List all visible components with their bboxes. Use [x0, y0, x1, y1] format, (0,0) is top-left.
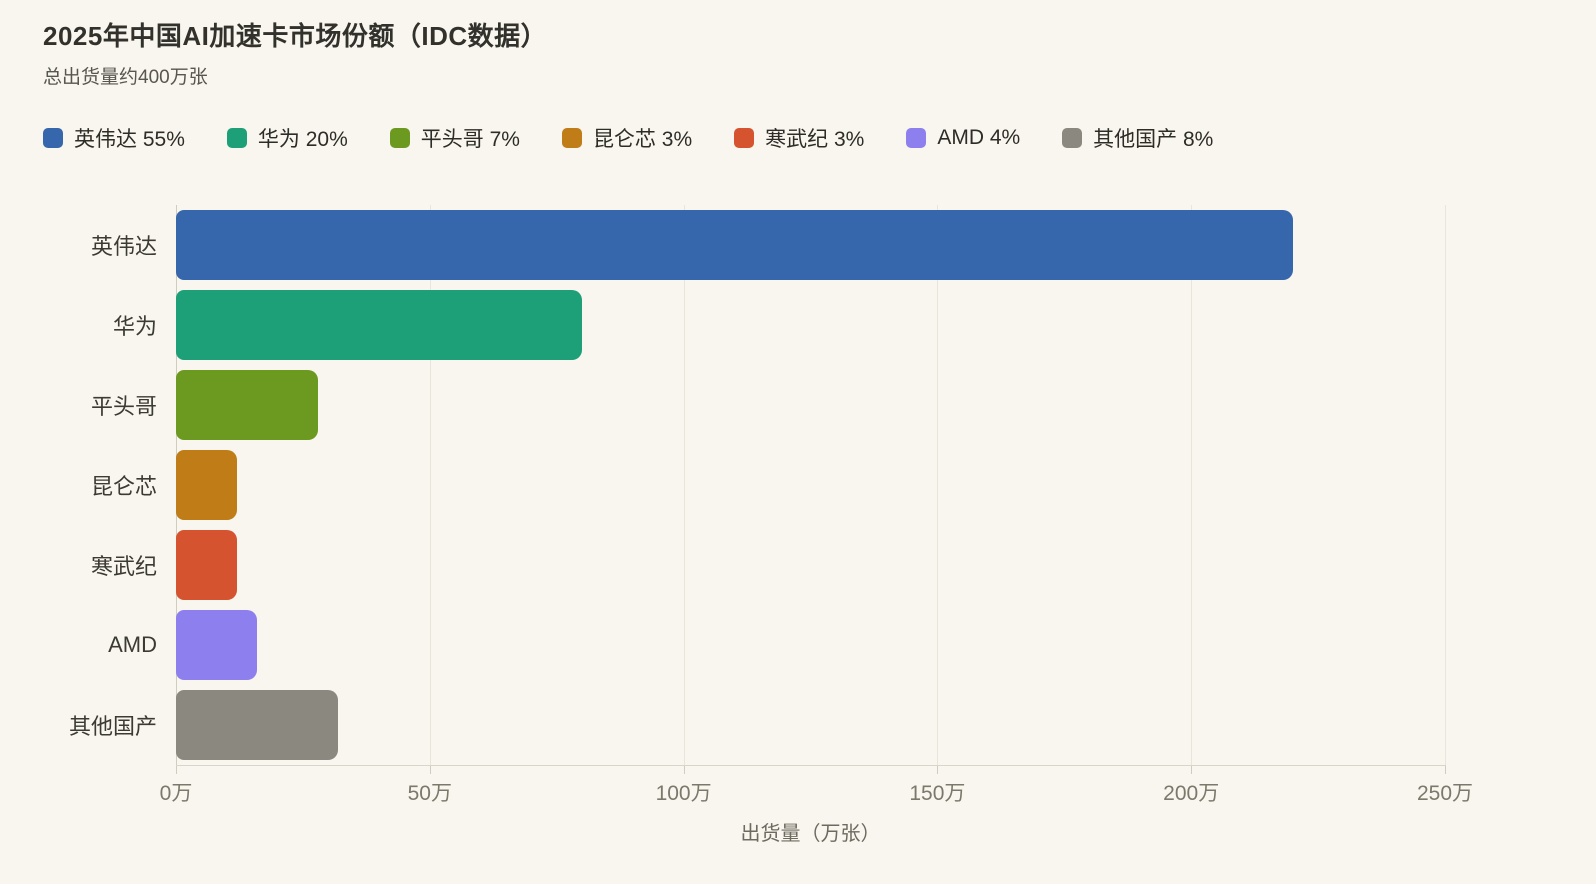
bar-track	[176, 210, 1445, 280]
chart-subtitle: 总出货量约400万张	[43, 67, 208, 88]
bar-track	[176, 450, 1445, 520]
bar-track	[176, 530, 1445, 600]
y-axis-label: 寒武纪	[90, 554, 157, 579]
gridline-150	[937, 205, 939, 765]
bar-other-domestic[interactable]	[176, 690, 339, 760]
legend-item-amd[interactable]: AMD 4%	[906, 126, 1020, 150]
legend-label: 寒武纪 3%	[765, 128, 865, 151]
bar-amd[interactable]	[176, 610, 258, 680]
legend-swatch-icon	[734, 128, 755, 148]
bar-row-other-domestic: 其他国产	[43, 685, 1445, 765]
x-axis-line	[176, 765, 1446, 766]
bar-track	[176, 290, 1445, 360]
legend-label: 平头哥 7%	[420, 128, 520, 151]
y-axis-label: 英伟达	[90, 234, 157, 259]
legend: 英伟达 55% 华为 20% 平头哥 7% 昆仑芯 3% 寒武纪 3% AMD …	[43, 123, 1213, 153]
legend-swatch-icon	[226, 128, 247, 148]
bar-huawei[interactable]	[176, 290, 583, 360]
bar-row-amd: AMD	[43, 605, 1445, 685]
bar-rows: 英伟达 华为 平头哥 昆仑芯	[43, 205, 1445, 765]
legend-item-nvidia[interactable]: 英伟达 55%	[43, 123, 185, 153]
gridline-250	[1445, 205, 1446, 765]
gridline-50	[429, 205, 431, 765]
y-axis-label: 其他国产	[68, 714, 157, 739]
gridline-100	[683, 205, 685, 765]
legend-swatch-icon	[906, 128, 927, 148]
legend-item-cambricon[interactable]: 寒武纪 3%	[734, 123, 864, 153]
x-axis-ticks: 0万 50万 100万 150万 200万 250万	[160, 777, 1473, 807]
legend-item-other-domestic[interactable]: 其他国产 8%	[1062, 123, 1213, 153]
x-tick-label: 250万	[1416, 782, 1474, 805]
bar-cambricon[interactable]	[176, 530, 237, 600]
bar-row-huawei: 华为	[43, 285, 1445, 365]
x-tick-label: 150万	[909, 782, 966, 805]
x-tickmark	[683, 765, 685, 774]
x-tickmark	[1445, 765, 1446, 774]
bar-row-nvidia: 英伟达	[43, 205, 1445, 285]
legend-swatch-icon	[389, 128, 410, 148]
x-tickmark	[429, 765, 431, 774]
legend-label: 其他国产 8%	[1093, 128, 1214, 151]
bar-track	[176, 370, 1445, 440]
bar-track	[176, 690, 1445, 760]
legend-item-kunlunxin[interactable]: 昆仑芯 3%	[561, 123, 693, 153]
legend-swatch-icon	[1062, 128, 1083, 148]
gridline-200	[1191, 205, 1193, 765]
x-tick-label: 50万	[407, 782, 452, 805]
legend-swatch-icon	[561, 128, 582, 148]
legend-item-pingtouge[interactable]: 平头哥 7%	[389, 123, 520, 153]
bar-kunlunxin[interactable]	[176, 450, 237, 520]
legend-label: 英伟达 55%	[74, 128, 185, 151]
bar-row-cambricon: 寒武纪	[43, 525, 1445, 605]
x-tickmark	[1191, 765, 1193, 774]
bar-row-pingtouge: 平头哥	[43, 365, 1445, 445]
x-tick-label: 0万	[159, 782, 193, 805]
x-tick-label: 100万	[655, 782, 712, 805]
plot-area: 英伟达 华为 平头哥 昆仑芯	[43, 205, 1473, 845]
legend-swatch-icon	[43, 128, 63, 148]
x-tick-label: 200万	[1163, 782, 1220, 805]
chart-title: 2025年中国AI加速卡市场份额（IDC数据）	[43, 21, 548, 51]
bar-nvidia[interactable]	[176, 210, 1293, 280]
legend-item-huawei[interactable]: 华为 20%	[226, 123, 348, 153]
x-axis-title: 出货量（万张）	[740, 823, 881, 845]
legend-label: AMD 4%	[937, 126, 1021, 149]
x-tickmark	[176, 765, 177, 774]
bar-track	[176, 610, 1445, 680]
legend-label: 华为 20%	[257, 128, 348, 151]
y-axis-label: AMD	[108, 632, 157, 657]
y-axis-label: 平头哥	[90, 394, 157, 419]
x-tickmark	[937, 765, 939, 774]
legend-label: 昆仑芯 3%	[592, 128, 693, 151]
y-axis-label: 昆仑芯	[90, 474, 157, 499]
bar-row-kunlunxin: 昆仑芯	[43, 445, 1445, 525]
bar-pingtouge[interactable]	[176, 370, 319, 440]
y-axis-label: 华为	[112, 314, 157, 339]
